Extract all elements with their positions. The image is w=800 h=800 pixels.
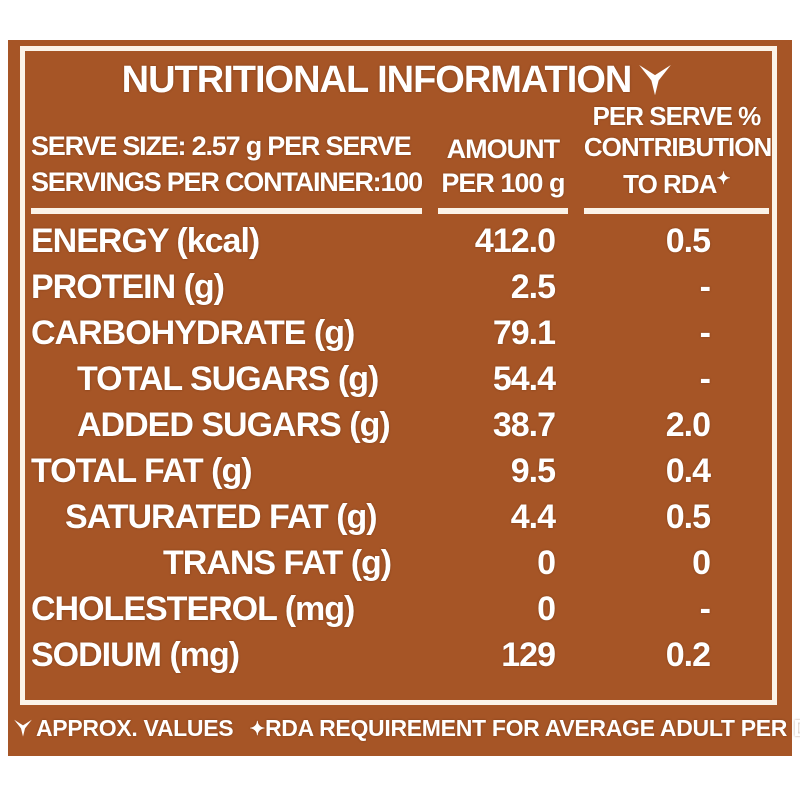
rda-header-line1: PER SERVE %	[592, 101, 762, 131]
nutrition-table-frame: NUTRITIONAL INFORMATION SERVE SIZE: 2.57…	[20, 46, 777, 705]
servings-line: SERVINGS PER CONTAINER:100	[31, 167, 423, 197]
amount-per-100g: 129	[501, 636, 556, 674]
nutrient-name: TRANS FAT (g)	[163, 544, 392, 582]
rda-percent: -	[699, 360, 711, 398]
footnote-rda-text: RDA REQUIREMENT FOR AVERAGE ADULT PER DA…	[264, 715, 800, 741]
table-row: TOTAL SUGARS (g) 54.4 -	[31, 356, 766, 402]
table-row: ADDED SUGARS (g) 38.7 2.0	[31, 402, 766, 448]
table-row: TRANS FAT (g) 0 0	[31, 540, 766, 586]
table-row: CARBOHYDRATE (g) 79.1 -	[31, 310, 766, 356]
nutrition-rows: ENERGY (kcal) 412.0 0.5 PROTEIN (g) 2.5 …	[25, 214, 772, 678]
nutrient-name: ADDED SUGARS (g)	[77, 406, 391, 444]
amount-per-100g: 412.0	[474, 222, 556, 260]
serve-size-line: SERVE SIZE: 2.57 g PER SERVE	[31, 131, 412, 161]
rda-percent: 2.0	[665, 406, 711, 444]
footnote: APPROX. VALUES ✦RDA REQUIREMENT FOR AVERA…	[12, 714, 800, 744]
nutrient-name: TOTAL FAT (g)	[31, 452, 253, 490]
table-row: CHOLESTEROL (mg) 0 -	[31, 586, 766, 632]
amount-per-100g: 4.4	[510, 498, 556, 536]
rda-percent: -	[699, 314, 711, 352]
amount-per-100g: 38.7	[492, 406, 556, 444]
rda-star-icon: ✦	[716, 169, 730, 188]
table-row: SATURATED FAT (g) 4.4 0.5	[31, 494, 766, 540]
nutrition-title-row: NUTRITIONAL INFORMATION	[25, 59, 772, 101]
rda-header-line2: CONTRIBUTION	[583, 132, 772, 162]
rda-percent: -	[699, 590, 711, 628]
nutrient-name: ENERGY (kcal)	[31, 222, 260, 260]
rda-percent: 0.2	[665, 636, 711, 674]
amount-per-100g: 2.5	[510, 268, 556, 306]
nutrient-name: SATURATED FAT (g)	[65, 498, 378, 536]
table-header: SERVE SIZE: 2.57 g PER SERVE SERVINGS PE…	[25, 101, 772, 214]
table-row: PROTEIN (g) 2.5 -	[31, 264, 766, 310]
rda-column-header: PER SERVE % CONTRIBUTION TO RDA✦	[583, 101, 772, 214]
serve-size-header: SERVE SIZE: 2.57 g PER SERVE SERVINGS PE…	[31, 128, 423, 214]
nutrition-label-panel: NUTRITIONAL INFORMATION SERVE SIZE: 2.57…	[8, 40, 800, 756]
amount-column-header: AMOUNT PER 100 g	[437, 132, 568, 214]
table-row: SODIUM (mg) 129 0.2	[31, 632, 766, 678]
nutrient-name: CHOLESTEROL (mg)	[31, 590, 355, 628]
amount-per-100g: 0	[537, 544, 556, 582]
amount-per-100g: 0	[537, 590, 556, 628]
table-row: ENERGY (kcal) 412.0 0.5	[31, 218, 766, 264]
rda-percent: 0.5	[665, 498, 711, 536]
amount-per-100g: 79.1	[492, 314, 556, 352]
table-row: TOTAL FAT (g) 9.5 0.4	[31, 448, 766, 494]
rda-percent: -	[699, 268, 711, 306]
page-title: NUTRITIONAL INFORMATION	[121, 59, 633, 101]
footnote-approx-text: APPROX. VALUES	[36, 715, 234, 741]
nutrient-name: PROTEIN (g)	[31, 268, 225, 306]
rda-percent: 0	[692, 544, 711, 582]
approx-marker-icon	[12, 717, 34, 737]
approx-marker-icon	[635, 60, 675, 96]
rda-percent: 0.5	[665, 222, 711, 260]
amount-per-100g: 54.4	[492, 360, 556, 398]
nutrient-name: SODIUM (mg)	[31, 636, 240, 674]
nutrient-name: CARBOHYDRATE (g)	[31, 314, 355, 352]
rda-percent: 0.4	[665, 452, 711, 490]
amount-header-line1: AMOUNT	[446, 134, 560, 164]
nutrient-name: TOTAL SUGARS (g)	[77, 360, 379, 398]
rda-star-icon: ✦	[249, 719, 265, 740]
rda-header-line3: TO RDA✦	[623, 169, 730, 199]
amount-per-100g: 9.5	[510, 452, 556, 490]
amount-header-line2: PER 100 g	[441, 168, 565, 198]
